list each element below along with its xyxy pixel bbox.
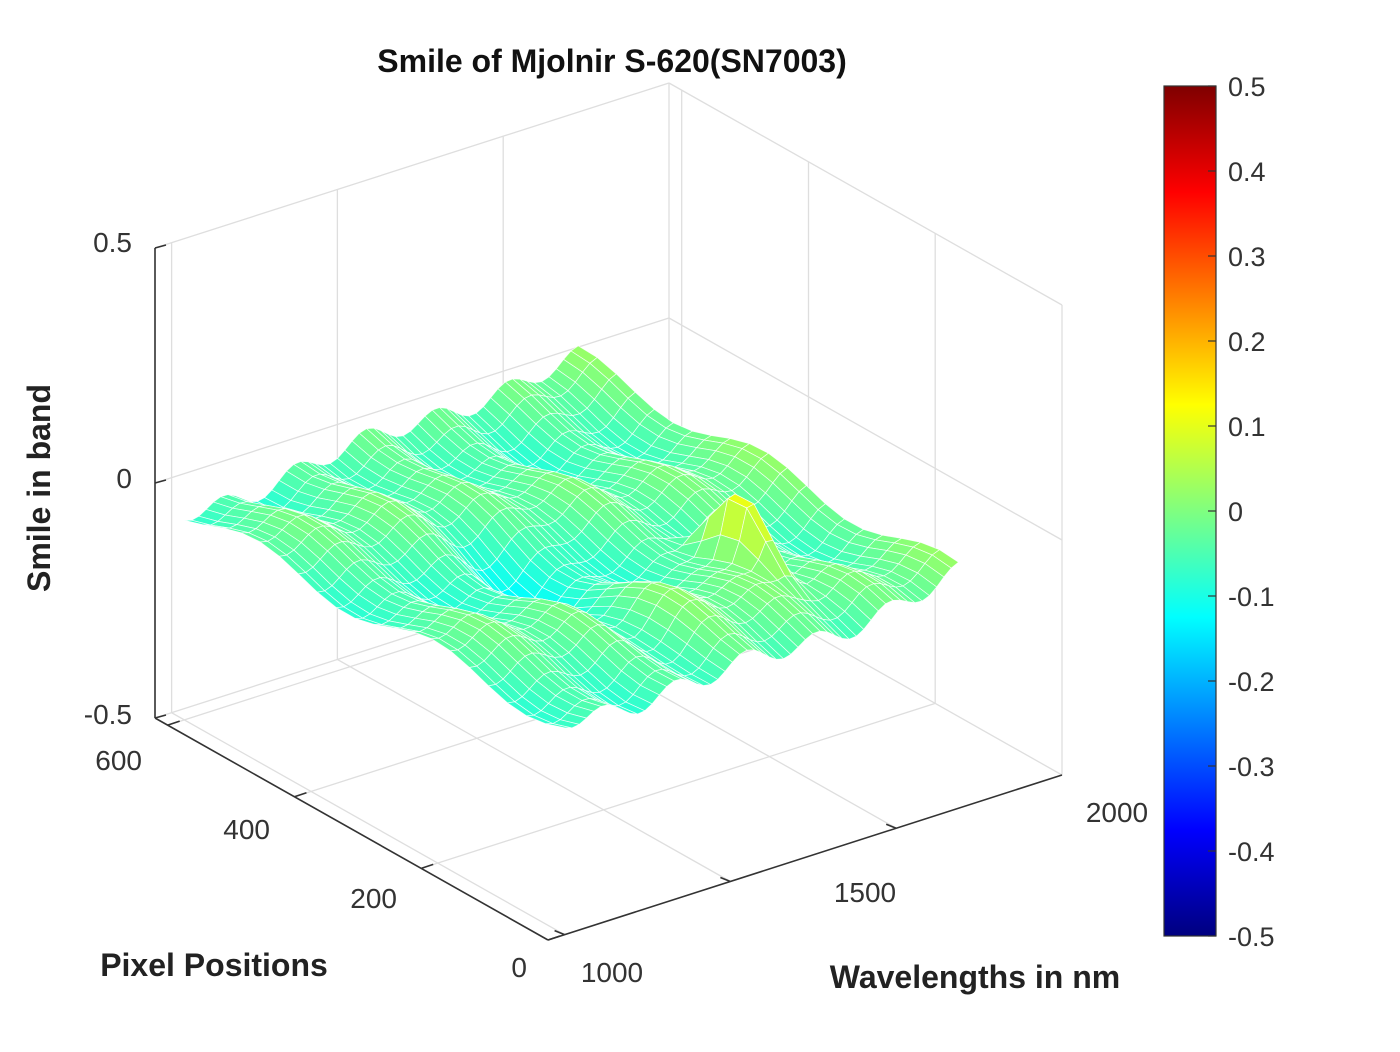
x-axis-label: Wavelengths in nm bbox=[830, 959, 1120, 995]
y-tick-label: 200 bbox=[350, 883, 397, 914]
z-tick bbox=[154, 479, 167, 484]
x-tick-label: 1000 bbox=[581, 957, 643, 988]
z-tick-label: -0.5 bbox=[84, 699, 132, 730]
y-tick-label: 600 bbox=[95, 745, 142, 776]
x-tick-label: 1500 bbox=[834, 877, 896, 908]
y-axis-label: Pixel Positions bbox=[100, 947, 328, 983]
colorbar-tick-label: 0.2 bbox=[1228, 327, 1266, 357]
surface-mesh bbox=[184, 345, 960, 729]
y-tick bbox=[420, 863, 434, 870]
z-axis-label: Smile in band bbox=[21, 384, 57, 592]
z-tick-label: 0 bbox=[116, 463, 132, 494]
y-axis-line bbox=[154, 717, 549, 941]
x-tick bbox=[554, 929, 565, 936]
z-tick-label: 0.5 bbox=[93, 227, 132, 258]
colorbar-tick-label: -0.3 bbox=[1228, 752, 1275, 782]
z-tick bbox=[154, 714, 167, 719]
axis-lines bbox=[154, 244, 1063, 941]
x-axis-line bbox=[547, 774, 1063, 941]
colorbar-tick-label: -0.1 bbox=[1228, 582, 1275, 612]
colorbar-tick-label: 0.1 bbox=[1228, 412, 1266, 442]
y-tick-label: 400 bbox=[223, 814, 270, 845]
colorbar-tick-label: -0.5 bbox=[1228, 922, 1275, 952]
y-tick bbox=[547, 935, 561, 941]
grid-line bbox=[336, 189, 731, 883]
surface-patch bbox=[545, 723, 572, 729]
y-tick bbox=[167, 720, 180, 726]
grid-line bbox=[668, 82, 1063, 306]
colorbar bbox=[1163, 85, 1217, 937]
grid-line bbox=[154, 82, 670, 249]
x-tick bbox=[885, 823, 897, 829]
x-tick bbox=[720, 876, 731, 883]
x-tick-label: 2000 bbox=[1086, 797, 1148, 828]
colorbar-tick-label: 0 bbox=[1228, 497, 1243, 527]
colorbar-tick-label: -0.2 bbox=[1228, 667, 1275, 697]
chart-title: Smile of Mjolnir S-620(SN7003) bbox=[377, 43, 846, 79]
grid-line bbox=[154, 317, 1063, 541]
colorbar-tick-label: 0.3 bbox=[1228, 242, 1266, 272]
grid-line bbox=[421, 233, 936, 870]
colorbar-ticks: 0.5 0.4 0.3 0.2 0.1 0 -0.1 -0.2 -0.3 -0.4 -0.5 bbox=[1208, 72, 1275, 952]
y-tick bbox=[294, 792, 307, 798]
z-tick bbox=[154, 244, 167, 249]
colorbar-tick-label: 0.5 bbox=[1228, 72, 1266, 102]
colorbar-tick-label: 0.4 bbox=[1228, 157, 1266, 187]
grid-line bbox=[170, 242, 565, 936]
colorbar-tick-label: -0.4 bbox=[1228, 837, 1275, 867]
y-tick-label: 0 bbox=[511, 952, 527, 983]
